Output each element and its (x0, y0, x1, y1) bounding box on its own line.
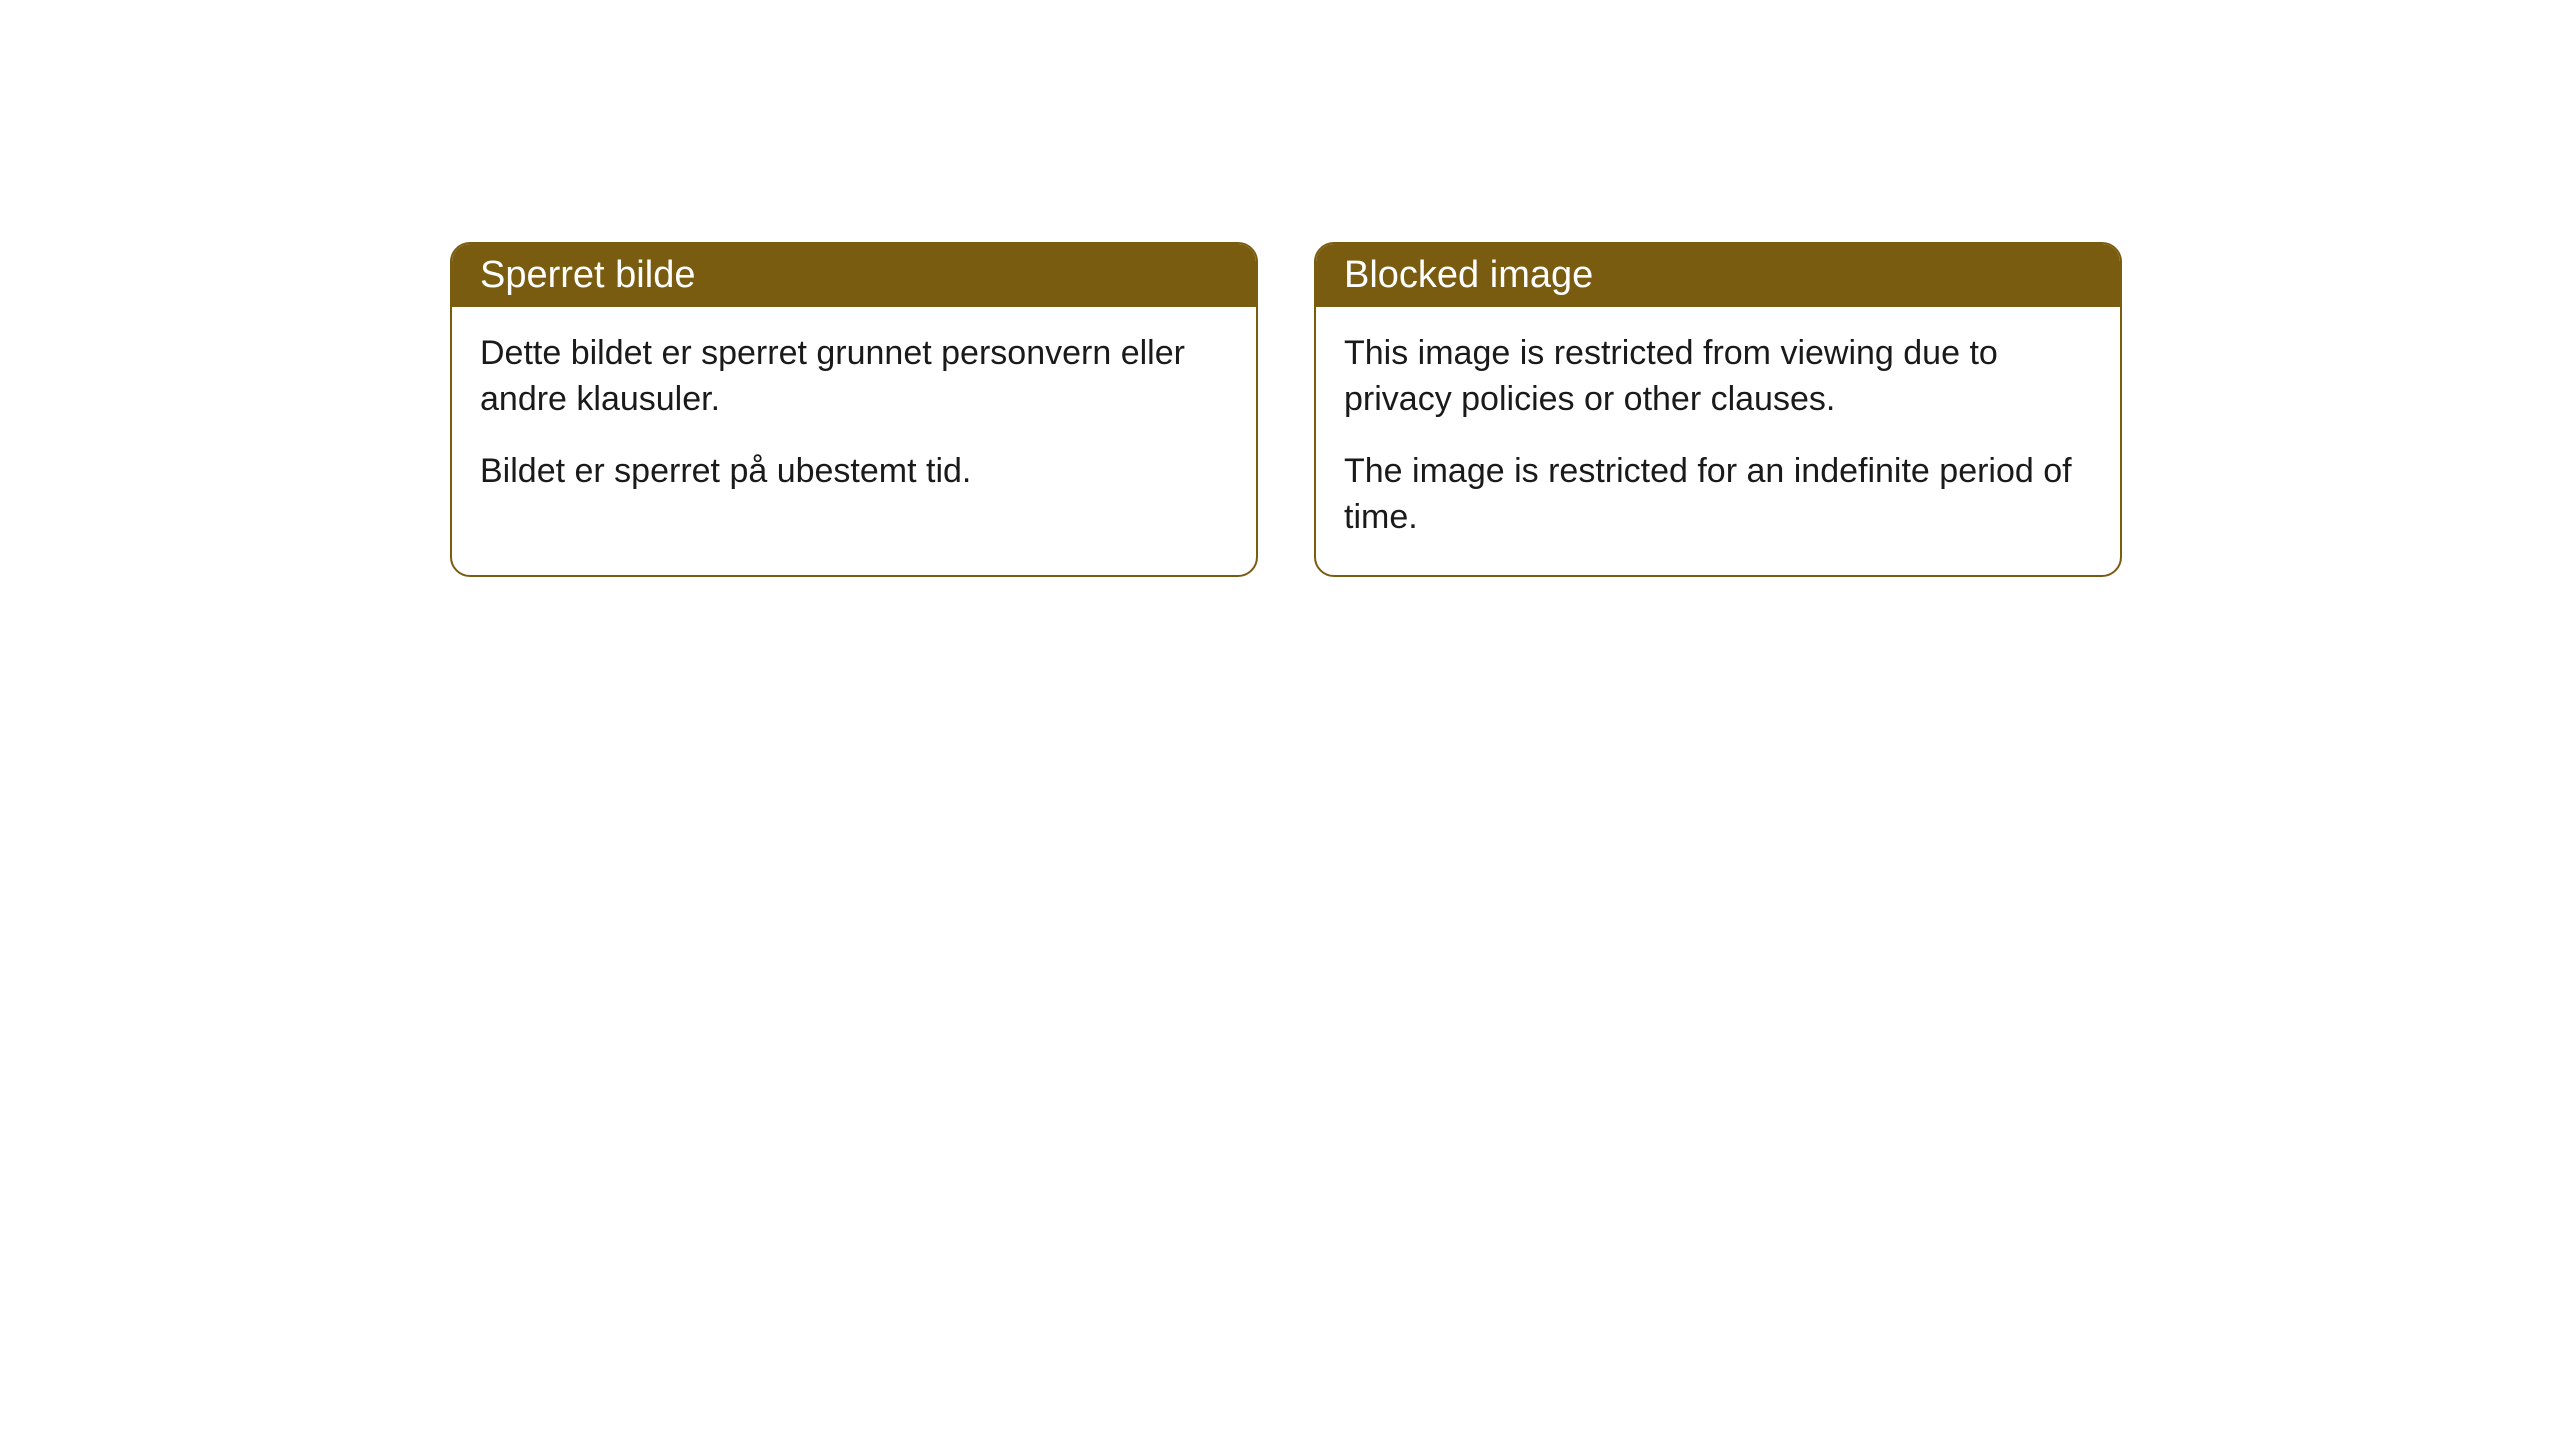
card-header: Sperret bilde (452, 244, 1256, 307)
card-body: Dette bildet er sperret grunnet personve… (452, 307, 1256, 529)
card-header: Blocked image (1316, 244, 2120, 307)
card-title: Sperret bilde (480, 254, 695, 296)
notice-cards-container: Sperret bilde Dette bildet er sperret gr… (0, 0, 2560, 577)
card-paragraph: The image is restricted for an indefinit… (1344, 449, 2092, 541)
card-body: This image is restricted from viewing du… (1316, 307, 2120, 575)
card-paragraph: Dette bildet er sperret grunnet personve… (480, 331, 1228, 423)
card-title: Blocked image (1344, 254, 1593, 296)
notice-card-english: Blocked image This image is restricted f… (1314, 242, 2122, 577)
card-paragraph: Bildet er sperret på ubestemt tid. (480, 449, 1228, 495)
notice-card-norwegian: Sperret bilde Dette bildet er sperret gr… (450, 242, 1258, 577)
card-paragraph: This image is restricted from viewing du… (1344, 331, 2092, 423)
